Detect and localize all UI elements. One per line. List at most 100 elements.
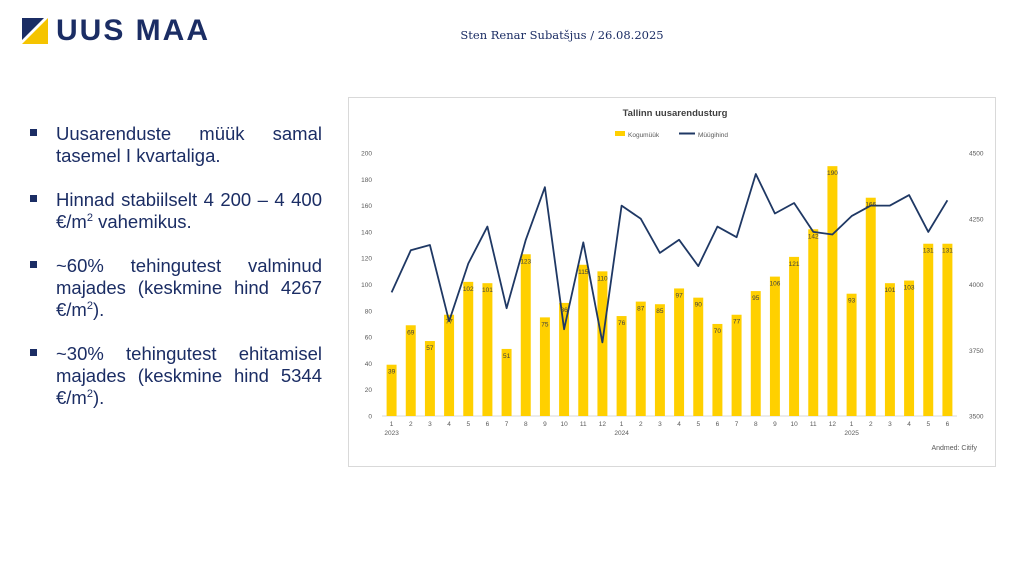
bar — [520, 254, 531, 416]
legend-swatch-bar — [615, 131, 625, 136]
bar-data-label: 123 — [520, 258, 531, 265]
bar — [501, 348, 512, 416]
bar-data-label: 93 — [848, 298, 856, 305]
x-tick-label: 10 — [560, 421, 568, 428]
bullet-item: Uusarenduste müük samal tasemel I kvarta… — [30, 123, 322, 167]
x-tick-label: 5 — [466, 421, 470, 428]
bullet-text: ~60% tehingutest valminud majades (keskm… — [56, 255, 322, 320]
x-tick-label: 2 — [639, 421, 643, 428]
y-left-tick-label: 100 — [361, 282, 372, 289]
bullet-list: Uusarenduste müük samal tasemel I kvarta… — [30, 123, 322, 431]
bar — [424, 341, 435, 416]
x-tick-label: 2 — [869, 421, 873, 428]
x-tick-label: 7 — [735, 421, 739, 428]
x-tick-label: 3 — [658, 421, 662, 428]
y-left-tick-label: 140 — [361, 229, 372, 236]
legend-label-bar: Kogumüük — [628, 132, 660, 139]
bar — [405, 325, 416, 416]
logo-text: UUS MAA — [56, 14, 210, 47]
x-year-label: 2023 — [384, 430, 399, 437]
bar — [884, 283, 895, 416]
bar-data-label: 102 — [463, 286, 474, 293]
bar-data-label: 87 — [637, 306, 645, 313]
bullet-marker-icon — [30, 349, 37, 356]
x-tick-label: 9 — [773, 421, 777, 428]
bullet-marker-icon — [30, 261, 37, 268]
bar-data-label: 142 — [808, 233, 819, 240]
bar-data-label: 95 — [752, 295, 760, 302]
x-tick-label: 2 — [409, 421, 413, 428]
bar-data-label: 101 — [482, 287, 493, 294]
bar — [597, 271, 608, 416]
x-tick-label: 5 — [926, 421, 930, 428]
bar — [789, 256, 800, 416]
y-left-tick-label: 160 — [361, 203, 372, 210]
bar — [769, 276, 780, 416]
bar-data-label: 90 — [695, 302, 703, 309]
x-tick-label: 1 — [390, 421, 394, 428]
bar — [539, 317, 550, 416]
bar — [923, 243, 934, 416]
bar-data-label: 86 — [560, 307, 568, 314]
bar-data-label: 70 — [714, 328, 722, 335]
x-tick-label: 7 — [505, 421, 509, 428]
x-tick-label: 10 — [790, 421, 798, 428]
x-tick-label: 6 — [716, 421, 720, 428]
y-left-tick-label: 0 — [368, 414, 372, 421]
bar — [712, 323, 723, 416]
x-tick-label: 4 — [447, 421, 451, 428]
x-tick-label: 8 — [754, 421, 758, 428]
bullet-text: ~30% tehingutest ehitamisel majades (kes… — [56, 343, 322, 408]
logo: UUS MAA — [22, 14, 262, 52]
y-left-tick-label: 40 — [365, 361, 373, 368]
bar — [865, 197, 876, 416]
bar — [616, 316, 627, 416]
y-left-tick-label: 120 — [361, 256, 372, 263]
x-tick-label: 11 — [810, 421, 817, 428]
x-tick-label: 12 — [829, 421, 837, 428]
x-tick-label: 4 — [907, 421, 911, 428]
chart-source: Andmed: Citify — [931, 445, 977, 452]
x-tick-label: 6 — [486, 421, 490, 428]
chart-legend: Kogumüük Müügihind — [615, 131, 728, 139]
x-tick-label: 1 — [620, 421, 624, 428]
bar-data-label: 77 — [445, 319, 453, 326]
bar-data-label: 190 — [827, 170, 838, 177]
author-date: Sten Renar Subatšjus / 26.08.2025 — [460, 28, 664, 42]
bar — [942, 243, 953, 416]
legend-label-line: Müügihind — [698, 132, 728, 139]
bar-data-label: 101 — [884, 287, 895, 294]
bullet-text: Hinnad stabiilselt 4 200 – 4 400 €/m2 va… — [56, 189, 322, 232]
plot-area: 0 20 40 60 80 100 120 140 160 180 200 3500 3750 4000 4… — [361, 151, 984, 438]
bar — [635, 301, 646, 416]
bar — [904, 280, 915, 416]
bullet-item: ~60% tehingutest valminud majades (keskm… — [30, 255, 322, 321]
price-line — [390, 173, 949, 344]
x-year-label: 2024 — [614, 430, 629, 437]
bullet-item: ~30% tehingutest ehitamisel majades (kes… — [30, 343, 322, 409]
bar — [750, 291, 761, 416]
bar-data-label: 75 — [541, 321, 549, 328]
bar — [808, 229, 819, 416]
bar — [444, 314, 455, 416]
chart-container: Tallinn uusarendusturg Kogumüük Müügihin… — [348, 97, 996, 467]
bullet-item: Hinnad stabiilselt 4 200 – 4 400 €/m2 va… — [30, 189, 322, 233]
bar — [463, 281, 474, 416]
x-tick-label: 12 — [599, 421, 607, 428]
x-tick-label: 3 — [428, 421, 432, 428]
bar — [674, 288, 685, 416]
y-right-tick-label: 4250 — [969, 216, 984, 223]
bar-data-label: 115 — [578, 269, 589, 276]
y-left-tick-label: 20 — [365, 387, 373, 394]
y-left-tick-label: 60 — [365, 335, 373, 342]
bar-data-label: 51 — [503, 353, 511, 360]
y-left-tick-label: 200 — [361, 151, 372, 158]
bar — [386, 364, 397, 416]
x-tick-label: 5 — [696, 421, 700, 428]
bar-data-label: 85 — [656, 308, 664, 315]
bar-data-label: 69 — [407, 329, 415, 336]
bar-data-label: 106 — [769, 281, 780, 288]
bullet-marker-icon — [30, 129, 37, 136]
bar-data-label: 57 — [426, 345, 434, 352]
bar-data-label: 110 — [597, 275, 608, 282]
